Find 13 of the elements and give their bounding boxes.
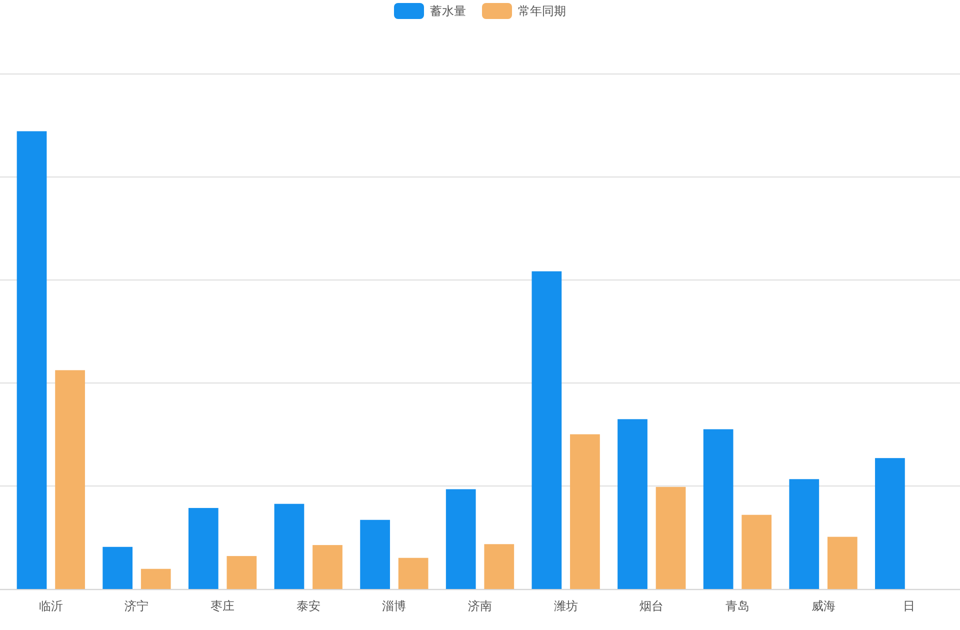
legend-label: 蓄水量: [430, 4, 466, 18]
legend-label: 常年同期: [518, 4, 566, 18]
x-tick-label: 泰安: [296, 599, 320, 613]
x-tick-label: 枣庄: [210, 599, 235, 613]
x-tick-label: 淄博: [382, 599, 406, 613]
x-tick-label: 临沂: [38, 599, 63, 613]
x-tick-label: 潍坊: [554, 599, 578, 613]
x-tick-label: 日: [903, 599, 916, 613]
x-tick-label: 济宁: [124, 599, 149, 613]
x-tick-label: 济南: [468, 599, 492, 613]
x-tick-label: 烟台: [640, 599, 664, 613]
x-tick-label: 青岛: [725, 599, 750, 613]
x-tick-label: 威海: [811, 599, 836, 613]
